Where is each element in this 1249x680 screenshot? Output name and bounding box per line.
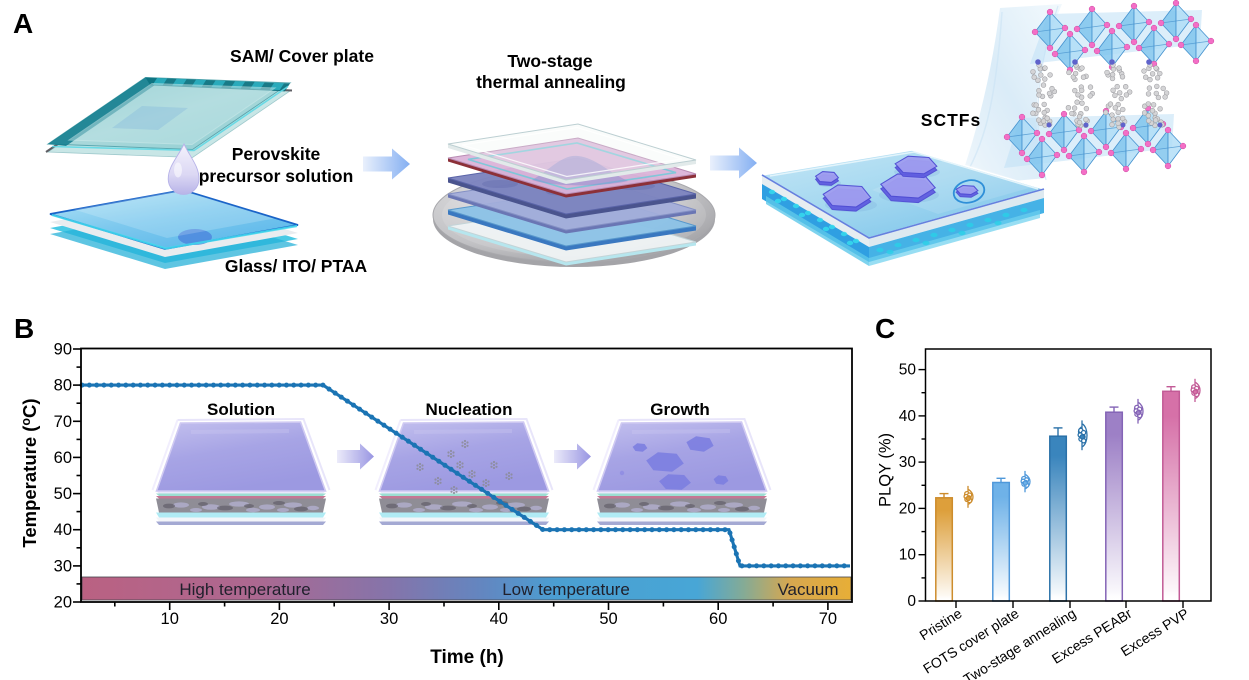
svg-text:Solution: Solution [207, 400, 275, 419]
svg-text:40: 40 [899, 408, 917, 425]
svg-text:Glass/ ITO/ PTAA: Glass/ ITO/ PTAA [225, 256, 368, 276]
svg-text:B: B [14, 313, 34, 344]
svg-text:70: 70 [54, 413, 72, 431]
svg-text:20: 20 [270, 610, 288, 628]
svg-text:SCTFs: SCTFs [921, 110, 981, 130]
svg-text:20: 20 [54, 594, 72, 612]
svg-text:40: 40 [54, 521, 72, 539]
svg-text:70: 70 [819, 610, 837, 628]
svg-text:A: A [13, 8, 33, 39]
svg-text:Growth: Growth [650, 400, 710, 419]
svg-text:30: 30 [899, 454, 917, 471]
svg-text:Perovskite: Perovskite [232, 144, 321, 164]
svg-text:50: 50 [599, 610, 617, 628]
svg-text:80: 80 [54, 377, 72, 395]
svg-text:Nucleation: Nucleation [426, 400, 513, 419]
svg-text:Vacuum: Vacuum [777, 580, 838, 599]
svg-text:30: 30 [380, 610, 398, 628]
svg-text:30: 30 [54, 557, 72, 575]
svg-text:0: 0 [907, 593, 916, 610]
svg-text:PLQY (%): PLQY (%) [877, 433, 895, 507]
svg-text:60: 60 [709, 610, 727, 628]
svg-text:50: 50 [899, 362, 917, 379]
svg-text:precursor solution: precursor solution [199, 166, 354, 186]
svg-text:Low temperature: Low temperature [502, 580, 630, 599]
svg-text:20: 20 [899, 500, 917, 517]
svg-text:90: 90 [54, 341, 72, 359]
svg-text:10: 10 [899, 547, 917, 564]
svg-text:Temperature (oC): Temperature (oC) [19, 398, 40, 547]
svg-text:C: C [875, 313, 895, 344]
svg-text:60: 60 [54, 449, 72, 467]
svg-text:Two-stage: Two-stage [507, 51, 593, 71]
svg-text:10: 10 [161, 610, 179, 628]
svg-text:High temperature: High temperature [179, 580, 310, 599]
svg-text:Time (h): Time (h) [430, 647, 504, 668]
svg-text:50: 50 [54, 485, 72, 503]
svg-text:thermal annealing: thermal annealing [476, 72, 626, 92]
svg-text:40: 40 [490, 610, 508, 628]
svg-text:SAM/ Cover plate: SAM/ Cover plate [230, 46, 374, 66]
